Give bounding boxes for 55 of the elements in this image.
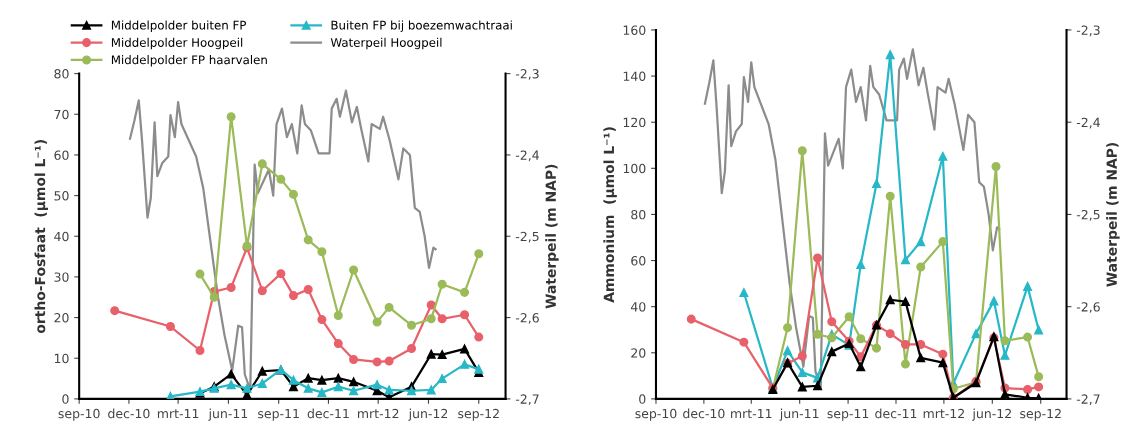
x-tick-label: mrt-11 [731, 409, 772, 419]
y-tick-label: 60 [631, 256, 646, 266]
y-axis-title: Ammonium (µmol L⁻¹) [603, 127, 617, 303]
y-tick-label: 10 [54, 353, 69, 364]
y-tick-label: 160 [623, 25, 646, 35]
y-tick-label: 0 [62, 394, 69, 404]
x-tick-label: sep-11 [258, 409, 299, 421]
x-tick-label: mrt-12 [923, 408, 964, 419]
y2-tick-label: -2,4 [515, 150, 539, 162]
x-tick-label: jun-11 [208, 408, 248, 421]
x-tick-label: sep-11 [827, 409, 869, 421]
y2-tick-label: -2,5 [1076, 209, 1100, 221]
legend-label: Middelpolder Hoogpeil [111, 37, 243, 50]
y2-tick-label: -2,3 [1076, 25, 1100, 37]
y2-tick-label: -2,4 [1076, 117, 1100, 129]
x-tick-label: sep-10 [635, 408, 677, 421]
y2-tick-label: -2,6 [515, 313, 539, 324]
x-tick-label: sep-12 [1020, 408, 1061, 421]
x-tick-label: jun-11 [779, 408, 819, 421]
y2-tick-label: -2,5 [515, 231, 539, 243]
x-tick-label: mrt-12 [358, 408, 399, 419]
y2-tick-label: -2,6 [1076, 302, 1100, 313]
legend-label: Middelpolder buiten FP [111, 20, 247, 32]
y-tick-label: 60 [54, 150, 69, 160]
legend-label: Waterpeil Hoogpeil [330, 37, 442, 50]
x-tick-label: dec-10 [108, 408, 150, 419]
y-tick-label: 140 [623, 71, 646, 81]
y2-tick-label: -2,3 [515, 69, 539, 80]
y-tick-label: 30 [54, 272, 69, 282]
x-tick-label: sep-12 [458, 408, 499, 421]
y2-tick-label: -2,7 [1076, 394, 1100, 406]
y-tick-label: 0 [639, 394, 646, 404]
y2-axis-title: Waterpeil (m NAP) [545, 164, 559, 309]
legend-label: Middelpolder FP haarvalen [111, 55, 267, 67]
y-tick-label: 20 [631, 348, 646, 358]
legend-label: Buiten FP bij boezemwachtraai [331, 20, 512, 32]
y-tick-label: 40 [54, 231, 69, 242]
x-tick-label: jun-12 [972, 408, 1011, 421]
x-tick-label: sep-10 [58, 408, 100, 421]
y-tick-label: 70 [54, 109, 69, 120]
y-tick-label: 50 [54, 191, 69, 201]
x-tick-label: dec-11 [875, 408, 917, 419]
y-tick-label: 120 [623, 117, 646, 128]
y-tick-label: 20 [54, 313, 69, 323]
y-tick-label: 80 [631, 209, 646, 220]
y2-axis-title: Waterpeil (m NAP) [1106, 142, 1120, 287]
x-tick-label: jun-12 [408, 408, 448, 421]
y-axis-title: ortho-Fosfaat (µmol L⁻¹) [34, 140, 48, 334]
x-tick-label: mrt-11 [157, 409, 199, 419]
y2-tick-label: -2,7 [515, 394, 539, 406]
y-tick-label: 40 [630, 302, 646, 312]
x-tick-label: dec-10 [683, 408, 725, 419]
y-tick-label: 80 [54, 69, 69, 79]
y-tick-label: 100 [623, 163, 646, 174]
x-tick-label: dec-11 [307, 408, 349, 419]
